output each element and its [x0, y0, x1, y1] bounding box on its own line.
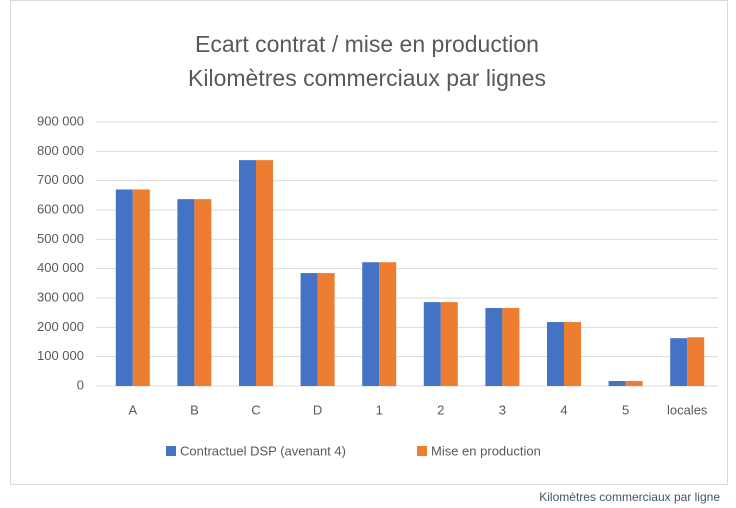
- bar: [670, 338, 688, 386]
- y-tick-label: 300 000: [37, 289, 84, 304]
- x-tick-label: 4: [560, 402, 567, 417]
- x-tick-label: 1: [376, 402, 383, 417]
- x-tick-label: D: [313, 402, 322, 417]
- y-tick-label: 200 000: [37, 319, 84, 334]
- bar: [440, 302, 458, 386]
- x-tick-label: B: [190, 402, 199, 417]
- y-tick-label: 600 000: [37, 201, 84, 216]
- y-tick-label: 400 000: [37, 260, 84, 275]
- legend-swatch: [417, 446, 427, 456]
- chart-subtitle: Kilomètres commerciaux par lignes: [188, 65, 546, 91]
- bar: [177, 199, 195, 386]
- bar: [379, 262, 397, 386]
- x-tick-label: A: [128, 402, 137, 417]
- bar: [608, 381, 626, 386]
- x-tick-label: locales: [667, 402, 708, 417]
- bar: [485, 307, 503, 386]
- bar: [194, 199, 212, 386]
- bar: [362, 262, 380, 386]
- x-tick-label: 2: [437, 402, 444, 417]
- x-tick-label: C: [251, 402, 260, 417]
- bar: [239, 160, 256, 386]
- bar: [423, 302, 441, 386]
- legend-swatch: [166, 446, 176, 456]
- y-tick-label: 100 000: [37, 348, 84, 363]
- caption: Kilomètres commerciaux par ligne: [539, 490, 720, 504]
- legend-label: Contractuel DSP (avenant 4): [180, 443, 346, 458]
- bar: [625, 381, 643, 386]
- x-tick-label: 5: [622, 402, 629, 417]
- y-tick-label: 700 000: [37, 172, 84, 187]
- y-tick-label: 500 000: [37, 231, 84, 246]
- legend-label: Mise en production: [431, 443, 541, 458]
- bar: [132, 189, 150, 386]
- bar: [256, 160, 273, 386]
- bar: [502, 307, 520, 386]
- bar: [564, 322, 581, 386]
- y-tick-label: 900 000: [37, 113, 84, 128]
- x-tick-label: 3: [499, 402, 506, 417]
- chart-title: Ecart contrat / mise en production: [195, 31, 539, 57]
- bar: [547, 322, 564, 386]
- bar: [317, 273, 335, 386]
- bar: [687, 337, 705, 386]
- bar: [115, 189, 133, 386]
- y-tick-label: 800 000: [37, 143, 84, 158]
- y-tick-label: 0: [77, 377, 84, 392]
- bar: [300, 273, 318, 386]
